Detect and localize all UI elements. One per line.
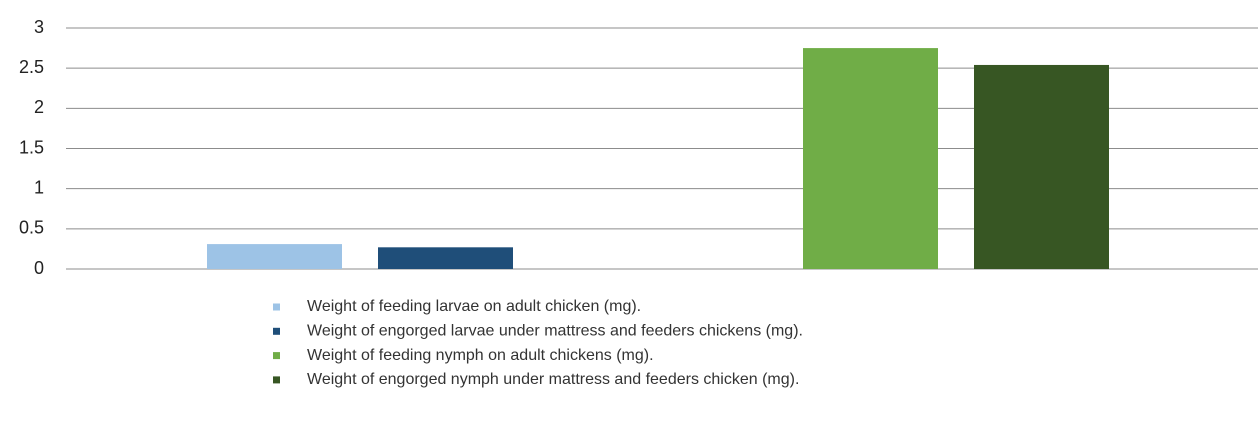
y-tick-label: 0 xyxy=(34,258,44,278)
legend-label: Weight of engorged larvae under mattress… xyxy=(307,323,803,340)
y-tick-label: 1 xyxy=(34,177,44,197)
y-tick-label: 2 xyxy=(34,97,44,117)
legend-label: Weight of feeding nymph on adult chicken… xyxy=(307,347,654,364)
y-tick-label: 2.5 xyxy=(19,57,44,77)
bar xyxy=(803,48,938,270)
legend-marker xyxy=(273,327,280,335)
legend-marker xyxy=(273,376,280,384)
bar xyxy=(207,244,342,269)
legend-label: Weight of feeding larvae on adult chicke… xyxy=(307,298,641,315)
legend-marker xyxy=(273,303,280,311)
legend-label: Weight of engorged nymph under mattress … xyxy=(307,371,799,388)
legend-marker xyxy=(273,352,280,360)
y-tick-label: 0.5 xyxy=(19,218,44,238)
bar xyxy=(974,64,1109,269)
bar xyxy=(378,247,513,269)
y-tick-label: 1.5 xyxy=(19,137,44,157)
y-tick-label: 3 xyxy=(34,17,44,37)
